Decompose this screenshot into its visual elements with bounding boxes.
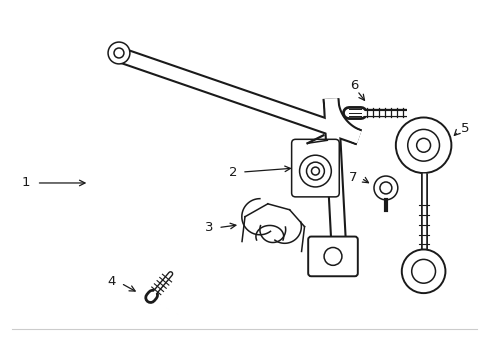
Circle shape xyxy=(311,167,319,175)
Text: 3: 3 xyxy=(204,221,213,234)
FancyBboxPatch shape xyxy=(307,237,357,276)
Circle shape xyxy=(299,155,331,187)
Text: 5: 5 xyxy=(460,122,469,135)
Circle shape xyxy=(373,176,397,200)
Text: 2: 2 xyxy=(228,166,237,179)
Circle shape xyxy=(407,129,439,161)
Text: 7: 7 xyxy=(348,171,356,184)
Circle shape xyxy=(411,260,435,283)
Circle shape xyxy=(379,182,391,194)
Text: 1: 1 xyxy=(21,176,30,189)
Circle shape xyxy=(395,117,450,173)
Text: 6: 6 xyxy=(349,79,358,92)
Text: 4: 4 xyxy=(107,275,116,288)
Circle shape xyxy=(401,249,445,293)
Circle shape xyxy=(324,247,341,265)
FancyBboxPatch shape xyxy=(291,139,339,197)
Circle shape xyxy=(108,42,130,64)
Circle shape xyxy=(416,138,429,152)
Circle shape xyxy=(306,162,324,180)
Circle shape xyxy=(114,48,123,58)
